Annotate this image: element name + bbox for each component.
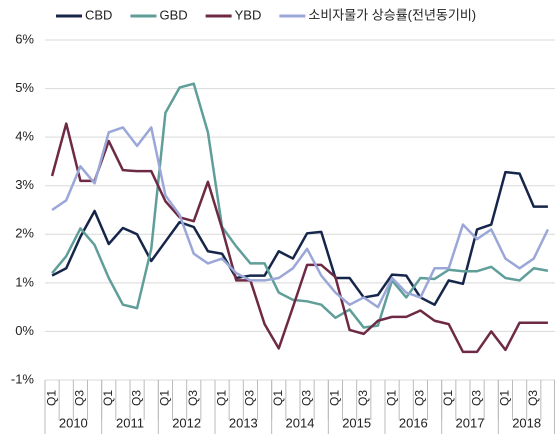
x-tick-label: Q3 [243,390,257,406]
year-label: 2018 [512,415,541,430]
year-label: 2010 [59,415,88,430]
year-label: 2011 [116,415,144,430]
x-tick-label: Q1 [214,390,228,406]
series-line [50,122,548,354]
x-tick-label: Q3 [469,390,483,406]
year-label: 2015 [342,415,371,430]
y-tick-label: 4% [15,129,34,144]
x-tick-label: Q3 [73,390,87,406]
y-tick-label: -1% [11,371,35,386]
y-tick-label: 5% [15,80,34,95]
x-tick-label: Q1 [158,390,172,406]
year-label: 2012 [172,415,201,430]
x-tick-label: Q1 [44,390,58,406]
y-tick-label: 2% [15,226,34,241]
x-tick-label: Q3 [526,390,540,406]
series-line [51,170,548,306]
y-tick-label: 1% [15,274,34,289]
legend-label: 소비자물가 상승률(전년동기비) [308,7,476,22]
x-tick-label: Q3 [356,390,370,406]
year-label: 2016 [399,415,428,430]
x-tick-label: Q1 [384,390,398,406]
year-label: 2014 [286,415,315,430]
x-tick-label: Q1 [498,390,512,406]
x-tick-label: Q3 [129,390,143,406]
y-tick-label: 6% [15,31,34,46]
legend-label: YBD [235,7,262,22]
x-tick-label: Q1 [101,390,115,406]
x-tick-label: Q3 [186,390,200,406]
y-tick-label: 0% [15,323,34,338]
x-tick-label: Q3 [299,390,313,406]
year-label: 2017 [456,415,485,430]
x-tick-label: Q1 [328,390,342,406]
series-line [51,82,549,329]
legend-label: GBD [159,7,187,22]
series-line [51,126,550,309]
y-tick-label: 3% [15,177,34,192]
x-tick-label: Q3 [413,390,427,406]
x-tick-label: Q1 [271,390,285,406]
x-tick-label: Q1 [441,390,455,406]
year-label: 2013 [229,415,258,430]
legend-label: CBD [85,7,112,22]
